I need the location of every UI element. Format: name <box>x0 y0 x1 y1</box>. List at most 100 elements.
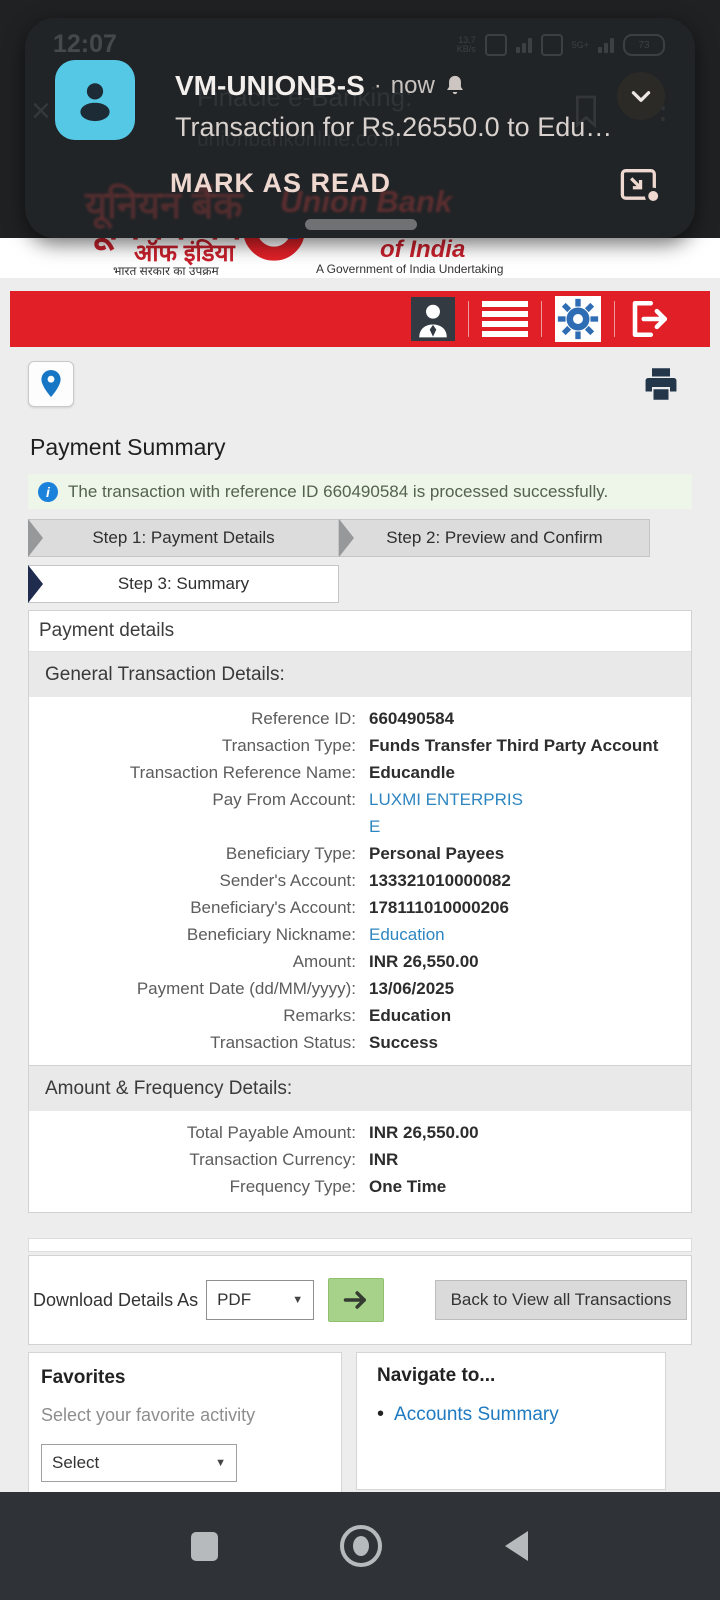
notification-app-name: VM-UNIONB-S <box>175 70 365 101</box>
step-tab[interactable]: Step 1: Payment Details <box>28 519 339 557</box>
sim-icon <box>540 34 563 56</box>
table-row: Remarks: Education <box>29 1002 691 1029</box>
navigate-links: • Accounts Summary <box>377 1403 645 1426</box>
download-card: Download Details As PDF ▼ Back to View a… <box>28 1255 692 1345</box>
field-label: Remarks: <box>283 1006 356 1025</box>
print-button[interactable] <box>642 366 680 407</box>
vowifi-icon <box>484 34 507 56</box>
location-button[interactable] <box>28 361 74 407</box>
field-value: INR 26,550.00 <box>369 952 479 971</box>
field-label: Beneficiary Type: <box>225 844 356 863</box>
general-details-rows: Reference ID: 660490584 Transaction Type… <box>29 697 691 1068</box>
field-value: 178111010000206 <box>369 898 509 917</box>
favorites-select[interactable]: Select ▼ <box>41 1444 237 1482</box>
app-toolbar <box>10 291 710 347</box>
download-go-button[interactable] <box>328 1278 385 1322</box>
field-value: Success <box>369 1033 438 1052</box>
mark-as-read-button[interactable]: MARK AS READ <box>170 168 391 198</box>
table-row: Transaction Reference Name: Educandle <box>29 759 691 786</box>
step-tab[interactable]: Step 3: Summary <box>28 565 339 603</box>
field-value: One Time <box>369 1177 447 1196</box>
status-time: 12:07 <box>53 30 117 58</box>
field-value: Education <box>369 1006 452 1025</box>
arrow-right-icon <box>343 1291 367 1309</box>
field-value: 660490584 <box>369 709 455 728</box>
back-button[interactable] <box>504 1530 530 1562</box>
battery-icon: 73 <box>623 34 665 56</box>
location-pin-icon <box>41 370 61 397</box>
browser-url-ghost: unionbankonline.co.in <box>197 128 401 151</box>
download-format-select[interactable]: PDF ▼ <box>206 1280 315 1320</box>
profile-icon[interactable] <box>411 297 455 341</box>
toolbar-divider <box>468 301 469 337</box>
chevron-down-icon <box>631 91 651 102</box>
field-label: Payment Date (dd/MM/yyyy): <box>136 979 356 998</box>
logout-icon[interactable] <box>628 298 670 340</box>
field-label: Beneficiary's Account: <box>190 898 356 917</box>
table-row: Transaction Status: Success <box>29 1029 691 1056</box>
field-label: Transaction Type: <box>221 736 356 755</box>
field-value: 133321010000082 <box>369 871 511 890</box>
step-arrow-icon <box>28 565 45 608</box>
step-tab[interactable]: Step 2: Preview and Confirm <box>339 519 650 557</box>
download-format-value: PDF <box>217 1290 252 1309</box>
network-type-badge: 5G+ <box>571 39 589 50</box>
notification-time: now <box>390 72 435 99</box>
printer-icon <box>645 368 677 400</box>
caret-down-icon: ▼ <box>215 1457 226 1469</box>
step-label: Step 2: Preview and Confirm <box>386 528 603 547</box>
favorites-title: Favorites <box>41 1367 126 1388</box>
field-label: Total Payable Amount: <box>186 1123 356 1142</box>
table-row: Frequency Type: One Time <box>29 1173 691 1200</box>
field-value: Funds Transfer Third Party Account <box>369 736 659 755</box>
spacer-bar <box>28 1238 692 1252</box>
field-value[interactable]: Education <box>369 925 445 944</box>
bank-logo-english-sub: of India <box>380 236 466 263</box>
status-icons: 13.7 KB/s 5G+ 73 <box>457 34 665 56</box>
navigate-title: Navigate to... <box>377 1365 496 1386</box>
field-label: Beneficiary Nickname: <box>186 925 356 944</box>
favorites-select-value: Select <box>52 1453 100 1472</box>
section-heading-general: General Transaction Details: <box>29 652 691 697</box>
success-message-bar: i The transaction with reference ID 6604… <box>28 474 692 509</box>
notification-avatar <box>55 60 135 140</box>
network-speed: 13.7 KB/s <box>456 35 476 54</box>
shade-drag-handle[interactable] <box>305 219 417 230</box>
toolbar-divider <box>541 301 542 337</box>
settings-gear-icon[interactable] <box>555 296 601 342</box>
notification-message: Transaction for Rs.26550.0 to Edu… <box>175 112 613 142</box>
field-label: Pay From Account: <box>212 790 356 809</box>
bookmark-icon-ghost <box>573 94 599 133</box>
table-row: Transaction Currency: INR <box>29 1146 691 1173</box>
mark-read-icon-button[interactable] <box>618 163 662 212</box>
field-label: Transaction Reference Name: <box>129 763 356 782</box>
expand-notification-button[interactable] <box>617 72 665 120</box>
mark-read-icon <box>620 169 662 205</box>
close-icon-ghost: × <box>31 92 51 130</box>
recents-button[interactable] <box>190 1531 218 1561</box>
field-value[interactable]: LUXMI ENTERPRISE <box>369 790 523 836</box>
table-row: Transaction Type: Funds Transfer Third P… <box>29 732 691 759</box>
home-button[interactable] <box>339 1525 382 1567</box>
table-row: Amount: INR 26,550.00 <box>29 948 691 975</box>
menu-icon[interactable] <box>482 299 528 339</box>
bell-icon <box>446 75 463 95</box>
home-icon <box>352 1536 369 1556</box>
table-row: Reference ID: 660490584 <box>29 705 691 732</box>
amount-details-rows: Total Payable Amount: INR 26,550.00 Tran… <box>29 1111 691 1212</box>
list-item: • Accounts Summary <box>377 1403 645 1426</box>
field-label: Sender's Account: <box>219 871 357 890</box>
back-to-transactions-button[interactable]: Back to View all Transactions <box>435 1280 687 1320</box>
field-label: Reference ID: <box>251 709 356 728</box>
notification-card[interactable]: 12:07 13.7 KB/s 5G+ 73 × Finacle e-Banki… <box>25 18 695 238</box>
field-value: Educandle <box>369 763 455 782</box>
field-label: Frequency Type: <box>229 1177 356 1196</box>
accounts-summary-link[interactable]: Accounts Summary <box>394 1403 559 1425</box>
bank-hindi-ghost: यूनियन बैंक <box>85 185 243 227</box>
step-arrow-icon <box>28 519 45 562</box>
page-title: Payment Summary <box>30 434 226 460</box>
table-row: Beneficiary's Account: 178111010000206 <box>29 894 691 921</box>
bank-english-ghost: Union Bank <box>280 184 453 219</box>
step-label: Step 3: Summary <box>117 574 250 593</box>
table-row: Pay From Account: LUXMI ENTERPRISE <box>29 786 691 840</box>
